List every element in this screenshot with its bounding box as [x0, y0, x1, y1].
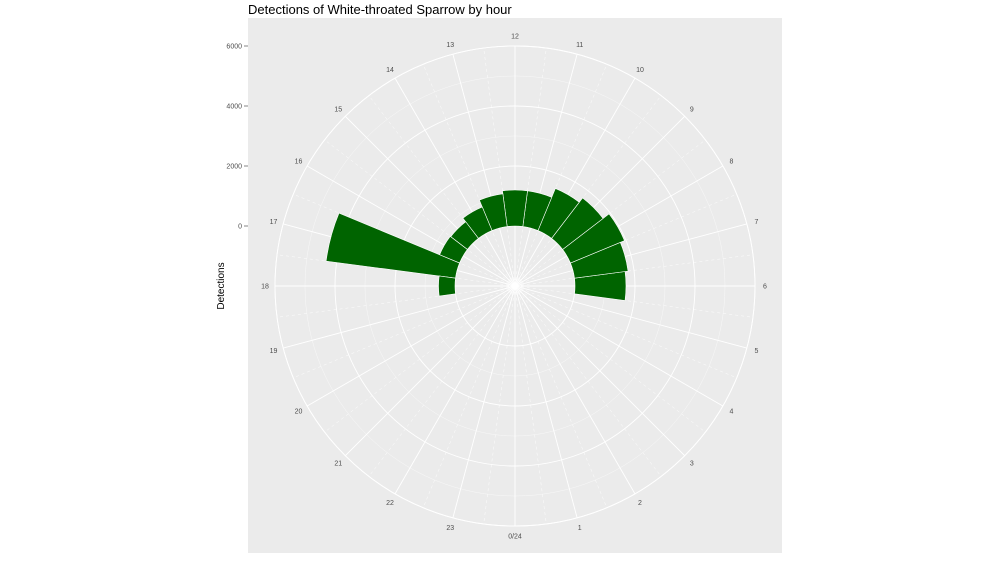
grid-spoke-minor	[422, 285, 516, 508]
grid-ring	[334, 105, 696, 467]
hour-tick-label: 18	[261, 284, 269, 291]
grid-ring-minor	[364, 135, 666, 437]
hour-tick-label: 15	[334, 107, 342, 114]
hour-tick-label: 11	[576, 42, 583, 49]
hour-tick-label: 1	[578, 525, 582, 532]
bar-wedge	[325, 212, 460, 279]
hour-tick-label: 5	[755, 348, 759, 355]
hour-tick-label: 22	[386, 500, 394, 507]
hour-tick-label: 23	[446, 525, 454, 532]
grid-spoke-minor	[293, 285, 516, 379]
hour-tick-label: 19	[270, 348, 278, 355]
radial-tick-label: 0	[238, 224, 242, 231]
hour-tick-label: 9	[690, 107, 694, 114]
hour-tick-label: 4	[730, 409, 734, 416]
hour-tick-label: 14	[386, 67, 394, 74]
hour-tick-label: 2	[638, 500, 642, 507]
grid-ring	[394, 165, 636, 407]
hour-tick-label: 7	[755, 219, 759, 226]
radial-tick-label: 4000	[226, 104, 242, 111]
hour-tick-label: 16	[295, 159, 303, 166]
grid-spoke-minor	[514, 95, 662, 287]
grid-ring-outer	[274, 45, 756, 527]
bars-layer	[325, 188, 629, 301]
y-axis-label: Detections	[216, 262, 227, 309]
bar-wedge	[438, 275, 456, 297]
labels-layer: 0/24123456789101112131415161718192021222…	[226, 34, 767, 541]
grid-spoke-minor	[422, 64, 516, 287]
hour-tick-label: 6	[763, 284, 767, 291]
hour-tick-label: 20	[295, 409, 303, 416]
hour-tick-label: 21	[334, 460, 342, 467]
hour-tick-label: 3	[690, 460, 694, 467]
hour-tick-label: 10	[636, 67, 644, 74]
radial-tick-label: 6000	[226, 44, 242, 51]
hour-tick-label: 13	[446, 42, 454, 49]
grid-spoke-minor	[368, 95, 516, 287]
hour-tick-label: 8	[730, 159, 734, 166]
hour-tick-label: 17	[270, 219, 278, 226]
chart-title: Detections of White-throated Sparrow by …	[248, 2, 512, 17]
grid-ring-minor	[304, 75, 726, 497]
grid-spoke-minor	[514, 285, 662, 477]
hour-tick-label: 12	[511, 34, 519, 41]
grid-spoke-minor	[324, 139, 516, 287]
grid-spoke-minor	[514, 285, 737, 379]
grid-layer	[274, 45, 756, 527]
radial-tick-label: 2000	[226, 164, 242, 171]
hour-tick-label: 0/24	[508, 534, 522, 541]
